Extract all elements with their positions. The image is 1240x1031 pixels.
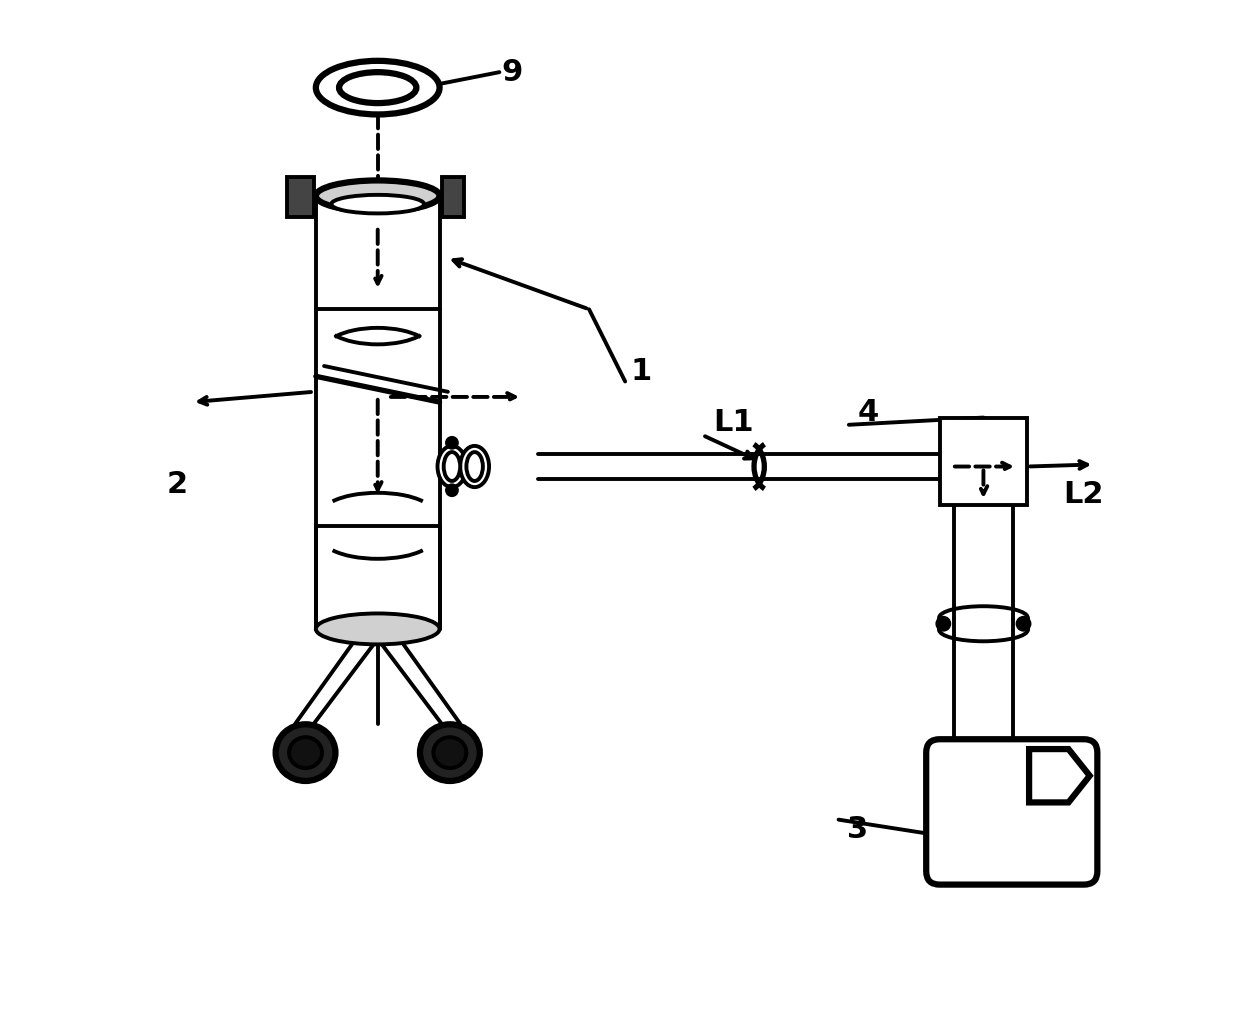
Text: 2: 2 — [166, 470, 187, 499]
Ellipse shape — [316, 180, 439, 211]
Ellipse shape — [438, 445, 466, 488]
Text: L1: L1 — [713, 408, 754, 437]
Ellipse shape — [289, 737, 322, 768]
Bar — [940, 418, 1027, 505]
Circle shape — [936, 617, 951, 631]
Ellipse shape — [339, 72, 417, 103]
Text: 9: 9 — [501, 58, 523, 87]
Text: 3: 3 — [847, 816, 868, 844]
Circle shape — [1017, 617, 1030, 631]
Ellipse shape — [466, 452, 482, 480]
Ellipse shape — [316, 61, 439, 114]
FancyBboxPatch shape — [926, 739, 1097, 885]
Circle shape — [445, 436, 458, 448]
Ellipse shape — [434, 737, 466, 768]
Text: 4: 4 — [857, 398, 878, 427]
Polygon shape — [1029, 750, 1090, 802]
Circle shape — [445, 484, 458, 496]
Ellipse shape — [331, 195, 424, 213]
Ellipse shape — [460, 445, 489, 488]
Bar — [441, 177, 464, 217]
Ellipse shape — [420, 724, 480, 781]
Ellipse shape — [275, 724, 336, 781]
Bar — [286, 177, 314, 217]
Text: 1: 1 — [630, 357, 651, 386]
Ellipse shape — [316, 613, 439, 644]
Ellipse shape — [444, 452, 460, 480]
Text: L2: L2 — [1064, 480, 1104, 509]
